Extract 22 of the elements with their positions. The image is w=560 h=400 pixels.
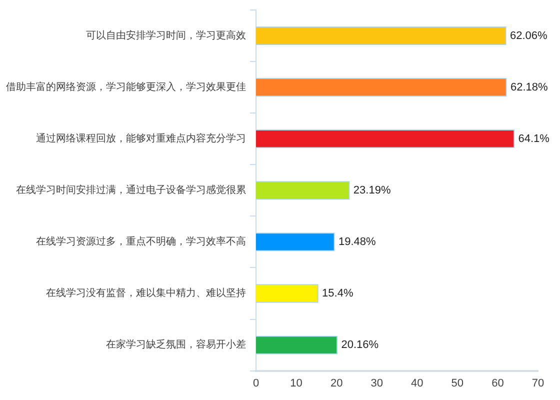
data-label: 62.18% — [510, 81, 548, 94]
x-tick-label: 60 — [492, 377, 504, 390]
data-label: 19.48% — [338, 236, 376, 248]
data-label: 15.4% — [322, 288, 354, 300]
y-tick-label: 可以自由安排学习时间，学习更高效 — [86, 29, 246, 42]
x-tick-label: 0 — [252, 377, 260, 390]
data-label: 20.16% — [341, 339, 379, 352]
y-tick-label: 在线学习资源过多，重点不明确，学习效率不高 — [36, 236, 246, 248]
data-label: 62.06% — [510, 30, 548, 42]
x-tick-label: 50 — [451, 377, 464, 390]
x-tick-label: 70 — [532, 377, 544, 390]
data-label: 64.1% — [518, 132, 550, 145]
x-tick-label: 30 — [370, 377, 383, 390]
y-tick-label: 借助丰富的网络资源，学习能够更深入，学习效果更佳 — [6, 80, 246, 93]
y-tick-label: 在线学习时间安排过满，通过电子设备学习感觉很累 — [16, 184, 246, 196]
y-tick-label: 通过网络课程回放，能够对重难点内容充分学习 — [36, 132, 246, 144]
y-tick-label: 在线学习没有监督，难以集中精力、难以坚持 — [46, 287, 246, 300]
x-tick-label: 20 — [330, 377, 343, 390]
data-label: 23.19% — [353, 184, 391, 196]
y-tick-label: 在家学习缺乏氛围，容易开小差 — [106, 338, 246, 351]
x-tick-label: 40 — [411, 377, 424, 390]
x-tick-label: 10 — [290, 377, 302, 390]
